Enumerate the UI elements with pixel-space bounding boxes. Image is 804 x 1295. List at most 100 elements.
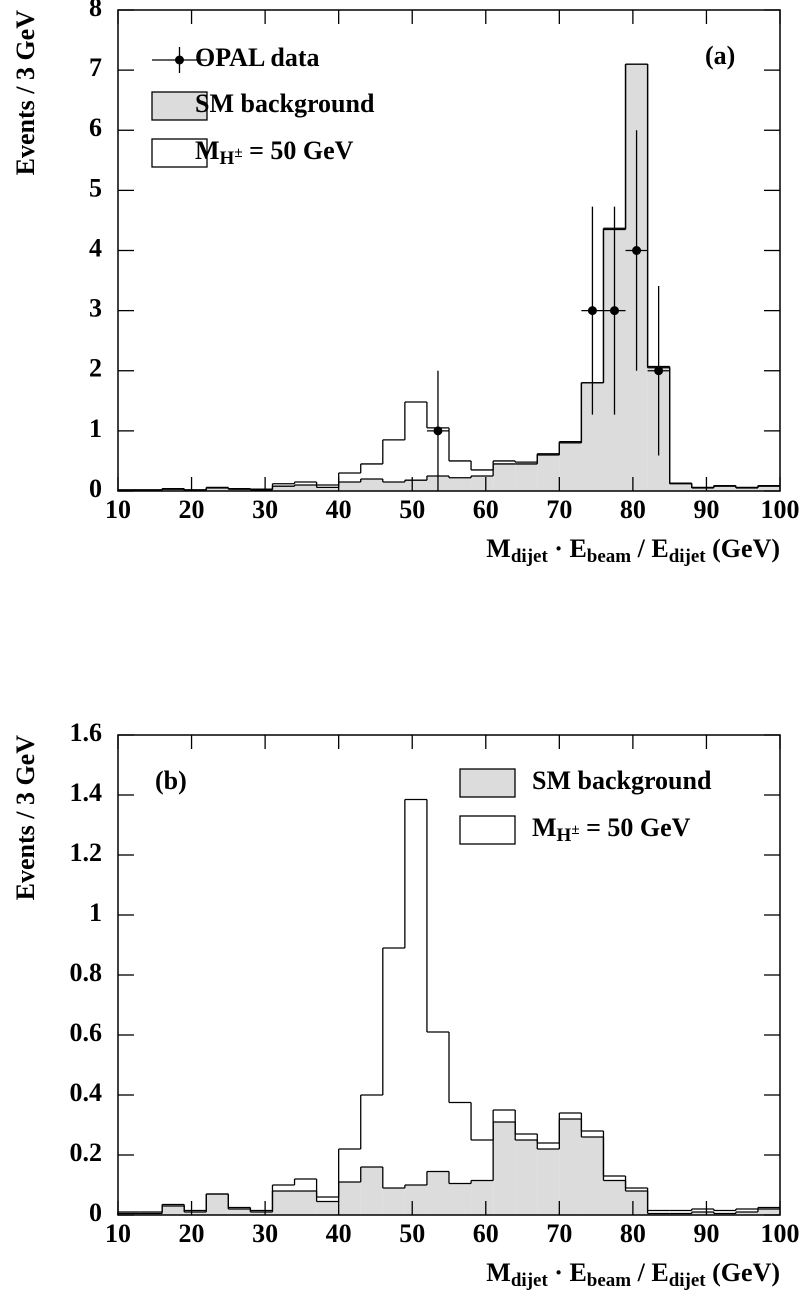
bar	[559, 1119, 582, 1215]
legend-label: MH± = 50 GeV	[532, 813, 691, 846]
data-point	[654, 366, 664, 376]
bar	[338, 481, 361, 491]
y-tick-label: 1.2	[70, 838, 103, 867]
y-tick-label: 3	[89, 294, 102, 323]
x-tick-label: 30	[252, 495, 278, 524]
label-part: · E	[548, 1258, 587, 1287]
bar	[316, 487, 339, 491]
legend-swatch	[459, 768, 516, 798]
bar	[206, 487, 229, 491]
legend-swatch	[151, 91, 208, 121]
x-axis-label: Mdijet · Ebeam / Edijet (GeV)	[486, 1258, 780, 1291]
label-part: dijet	[511, 1270, 549, 1291]
bar	[426, 1171, 449, 1215]
bar	[449, 1183, 472, 1215]
legend-label: MH± = 50 GeV	[195, 136, 354, 169]
bar	[493, 463, 516, 491]
x-tick-label: 90	[693, 1219, 719, 1248]
label-part: beam	[587, 546, 632, 567]
x-tick-label: 40	[326, 1219, 352, 1248]
data-point	[610, 306, 619, 316]
y-tick-label: 8	[89, 0, 102, 22]
data-point	[632, 246, 642, 255]
x-tick-label: 80	[620, 495, 646, 524]
bar	[691, 1212, 714, 1215]
legend-label: OPAL data	[195, 43, 319, 72]
y-tick-label: 0	[89, 474, 102, 503]
data-point	[587, 306, 597, 316]
legend-swatch	[459, 815, 516, 845]
bar	[316, 1201, 339, 1215]
label-part: M	[486, 1258, 511, 1287]
bar	[603, 1180, 626, 1215]
x-tick-label: 60	[473, 495, 499, 524]
bar	[404, 480, 427, 491]
bar	[382, 481, 405, 491]
bar	[735, 487, 758, 491]
bar	[735, 1212, 758, 1215]
x-tick-label: 10	[105, 1219, 131, 1248]
y-axis-label: Events / 3 GeV	[11, 735, 40, 901]
label-part: M	[195, 136, 220, 165]
label-part: / E	[631, 1258, 669, 1287]
plot-frame	[117, 734, 781, 1216]
x-tick-label: 20	[179, 495, 205, 524]
y-tick-label: 1.6	[70, 718, 103, 747]
bar	[162, 489, 185, 491]
panel-label: (a)	[705, 41, 735, 70]
bar	[184, 1212, 207, 1215]
bar	[669, 483, 692, 491]
panel-label: (b)	[155, 766, 187, 795]
x-tick-label: 20	[179, 1219, 205, 1248]
bar	[537, 454, 560, 491]
bar	[493, 1122, 516, 1215]
bar	[471, 475, 494, 491]
y-tick-label: 5	[89, 173, 102, 202]
y-tick-label: 1	[89, 414, 102, 443]
y-tick-label: 0.4	[70, 1078, 103, 1107]
y-tick-label: 0.8	[70, 958, 103, 987]
y-tick-label: 1	[89, 898, 102, 927]
bar	[581, 382, 604, 491]
bar	[471, 1180, 494, 1215]
label-part: M	[486, 534, 511, 563]
bar	[559, 442, 582, 491]
label-part: M	[532, 813, 557, 842]
x-tick-label: 70	[546, 495, 572, 524]
bar	[515, 1140, 538, 1215]
bar	[757, 1209, 780, 1215]
bar	[515, 463, 538, 491]
bar	[625, 1191, 648, 1215]
bar	[382, 1188, 405, 1215]
bar	[404, 1185, 427, 1215]
x-tick-label: 100	[761, 1219, 800, 1248]
y-tick-label: 0	[89, 1198, 102, 1227]
y-tick-label: 4	[89, 233, 102, 262]
bar	[228, 1209, 251, 1215]
label-part: (GeV)	[706, 1258, 780, 1287]
bar	[250, 1212, 273, 1215]
label-part: ±	[234, 145, 242, 161]
bar	[272, 486, 295, 491]
bar	[581, 1137, 604, 1215]
label-part: · E	[548, 534, 587, 563]
bar	[757, 486, 780, 491]
x-tick-label: 70	[546, 1219, 572, 1248]
x-axis-label: Mdijet · Ebeam / Edijet (GeV)	[486, 534, 780, 567]
bar	[537, 1149, 560, 1215]
y-tick-label: 0.6	[70, 1018, 103, 1047]
legend-marker	[175, 55, 184, 65]
legend-label: SM background	[532, 766, 712, 795]
bar	[228, 489, 251, 491]
bar	[691, 487, 714, 491]
y-tick-label: 0.2	[70, 1138, 103, 1167]
y-tick-label: 6	[89, 113, 102, 142]
label-part: = 50 GeV	[243, 136, 354, 165]
x-tick-label: 10	[105, 495, 131, 524]
legend-swatch	[151, 138, 208, 168]
bar	[162, 1206, 185, 1215]
x-tick-label: 90	[693, 495, 719, 524]
x-tick-label: 50	[399, 495, 425, 524]
label-part: dijet	[511, 546, 549, 567]
